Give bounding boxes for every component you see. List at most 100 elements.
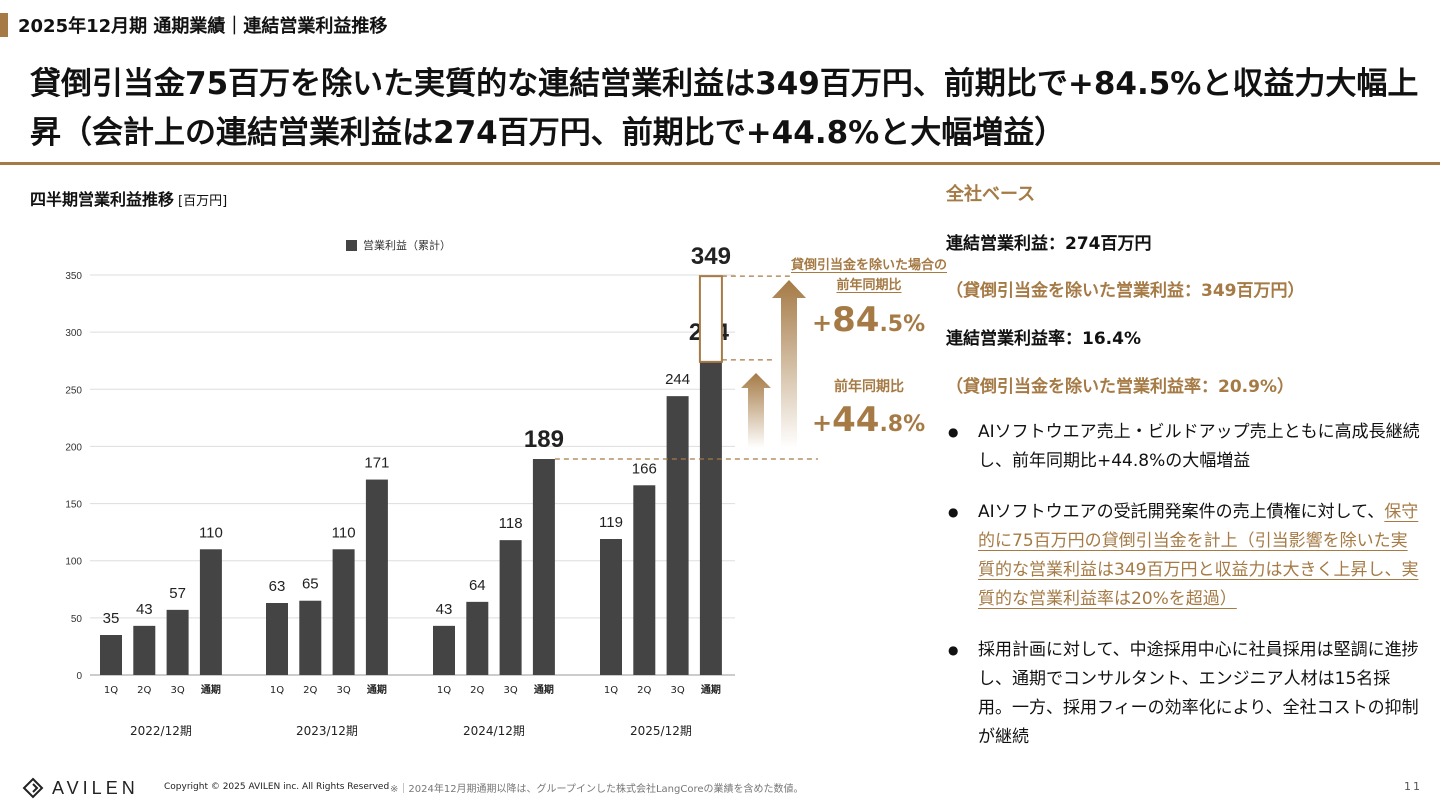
bar xyxy=(100,635,122,675)
bullet-dot: ● xyxy=(948,505,959,519)
x-tick-label: 通期 xyxy=(201,683,221,696)
x-tick-label: 通期 xyxy=(367,683,387,696)
value-label: 57 xyxy=(169,585,186,602)
adjusted-growth-small: .5% xyxy=(879,312,926,337)
x-tick-label: 1Q xyxy=(437,685,451,696)
value-label: 110 xyxy=(199,524,223,541)
adjusted-growth-sign: + xyxy=(812,309,833,337)
value-label: 166 xyxy=(632,460,657,477)
x-tick-label: 2Q xyxy=(470,685,484,696)
x-tick-label: 1Q xyxy=(604,685,618,696)
x-tick-label: 通期 xyxy=(701,683,721,696)
bar xyxy=(466,601,489,675)
bullet-item: ● AIソフトウエア売上・ビルドアップ売上ともに高成長継続し、前年同期比+44.… xyxy=(946,418,1421,476)
footnote: ※｜2024年12月期通期以降は、グループインした株式会社LangCoreの業績… xyxy=(390,784,804,795)
value-label: 189 xyxy=(524,426,564,453)
header-divider xyxy=(0,162,1440,165)
header-accent-bar xyxy=(0,13,8,37)
adjusted-growth-big: 84 xyxy=(832,300,880,340)
x-tick-label: 1Q xyxy=(270,685,284,696)
x-tick-label: 2Q xyxy=(637,685,651,696)
bar xyxy=(532,459,555,675)
chart-legend: 営業利益（累計） xyxy=(346,237,451,253)
x-tick-label: 2Q xyxy=(137,685,151,696)
y-tick-label: 50 xyxy=(71,614,83,625)
highlight-bullets: ● AIソフトウエア売上・ビルドアップ売上ともに高成長継続し、前年同期比+44.… xyxy=(946,418,1421,774)
y-tick-label: 100 xyxy=(65,557,82,568)
copyright: Copyright © 2025 AVILEN inc. All Rights … xyxy=(164,782,390,792)
footer-logo: AVILEN xyxy=(22,776,139,800)
bullet-item: ● 採用計画に対して、中途採用中心に社員採用は堅調に進捗し、通期でコンサルタント… xyxy=(946,636,1421,752)
value-label: 35 xyxy=(103,610,120,627)
period-label: 2024/12期 xyxy=(463,724,525,738)
bar xyxy=(365,479,388,675)
adjusted-value-label: 349 xyxy=(691,243,731,270)
value-label: 65 xyxy=(302,576,319,593)
y-tick-label: 200 xyxy=(65,442,82,453)
period-label: 2025/12期 xyxy=(630,724,692,738)
adjusted-growth-label: 貸倒引当金を除いた場合の前年同期比 xyxy=(790,258,947,293)
x-tick-label: 3Q xyxy=(336,685,350,696)
op-income-adjusted: （貸倒引当金を除いた営業利益：349百万円） xyxy=(946,281,1305,301)
bar xyxy=(166,609,189,675)
bar xyxy=(433,625,455,675)
growth-label: 前年同期比 xyxy=(834,379,904,395)
bullet-text: 採用計画に対して、中途採用中心に社員採用は堅調に進捗し、通期でコンサルタント、エ… xyxy=(978,640,1419,747)
value-label: 244 xyxy=(665,371,690,388)
chart-title-text: 四半期営業利益推移 xyxy=(30,190,175,209)
page-number: 11 xyxy=(1404,780,1422,793)
growth-sign: + xyxy=(812,409,833,437)
bar xyxy=(699,361,722,675)
chart-title: 四半期営業利益推移 [百万円] xyxy=(30,186,227,210)
x-tick-label: 3Q xyxy=(670,685,684,696)
y-tick-label: 150 xyxy=(65,500,82,511)
value-label: 63 xyxy=(269,578,286,595)
bar xyxy=(299,600,322,675)
period-label: 2022/12期 xyxy=(130,724,192,738)
bar xyxy=(199,549,222,675)
bar xyxy=(133,625,156,675)
bullet-highlight-text: 保守的に75百万円の貸倒引当金を計上（引当影響を除いた実質的な営業利益は349百… xyxy=(978,502,1419,609)
value-label: 118 xyxy=(499,515,523,532)
value-label: 64 xyxy=(469,577,486,594)
x-tick-label: 3Q xyxy=(170,685,184,696)
bar xyxy=(266,603,288,675)
legend-swatch xyxy=(346,239,357,251)
growth-arrow-small xyxy=(741,373,771,448)
bullet-text: AIソフトウエア売上・ビルドアップ売上ともに高成長継続し、前年同期比+44.8%… xyxy=(978,422,1420,471)
logo-text: AVILEN xyxy=(52,777,139,798)
adjusted-bar-segment xyxy=(698,275,723,363)
period-label: 2023/12期 xyxy=(296,724,358,738)
bullet-dot: ● xyxy=(948,643,959,657)
op-income: 連結営業利益：274百万円 xyxy=(946,234,1152,254)
y-tick-label: 300 xyxy=(65,328,82,339)
chart-unit: [百万円] xyxy=(178,194,228,209)
adjusted-growth-value: +84.5% xyxy=(812,300,925,340)
bullet-text: AIソフトウエアの受託開発案件の売上債権に対して、 xyxy=(978,502,1385,522)
value-label: 110 xyxy=(332,524,356,541)
growth-arrow-large xyxy=(772,280,806,448)
bar xyxy=(600,539,622,675)
bullet-dot: ● xyxy=(948,425,959,439)
page-headline: 貸倒引当金75百万を除いた実質的な連結営業利益は349百万円、前期比で+84.5… xyxy=(30,66,1419,151)
op-margin: 連結営業利益率：16.4% xyxy=(946,329,1141,349)
panel-title: 全社ベース xyxy=(946,184,1036,205)
bullet-item: ● AIソフトウエアの受託開発案件の売上債権に対して、保守的に75百万円の貸倒引… xyxy=(946,498,1421,614)
growth-value: +44.8% xyxy=(812,400,925,440)
x-tick-label: 2Q xyxy=(303,685,317,696)
value-label: 171 xyxy=(364,455,389,472)
y-tick-label: 250 xyxy=(65,385,82,396)
legend-label: 営業利益（累計） xyxy=(363,239,451,252)
growth-big: 44 xyxy=(832,400,880,440)
bar xyxy=(499,540,522,675)
y-tick-label: 350 xyxy=(65,271,82,282)
y-tick-label: 0 xyxy=(76,671,82,682)
bar xyxy=(332,549,355,675)
x-tick-label: 通期 xyxy=(534,683,554,696)
value-label: 43 xyxy=(436,601,453,618)
x-tick-label: 3Q xyxy=(503,685,517,696)
op-margin-adjusted: （貸倒引当金を除いた営業利益率：20.9%） xyxy=(946,377,1294,397)
x-tick-label: 1Q xyxy=(104,685,118,696)
header-title: 2025年12月期 通期業績｜連結営業利益推移 xyxy=(18,16,388,37)
